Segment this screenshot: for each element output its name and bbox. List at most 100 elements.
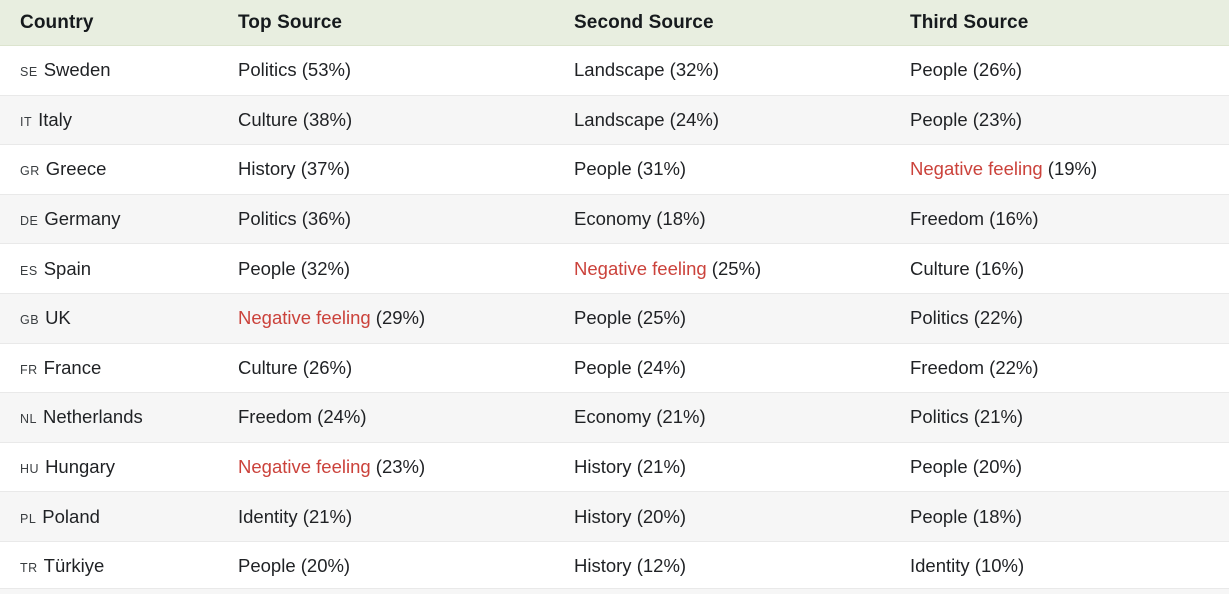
country-name: Italy bbox=[38, 108, 73, 130]
source-percent: (25%) bbox=[631, 307, 687, 329]
third-source-cell: Identity (10%) bbox=[890, 540, 1229, 591]
third-source-cell: People (18%) bbox=[890, 491, 1229, 542]
second-source-cell: History (21%) bbox=[554, 441, 890, 492]
source-percent: (21%) bbox=[968, 406, 1024, 428]
country-code: GR bbox=[20, 164, 40, 179]
second-source-cell: Landscape (24%) bbox=[554, 94, 890, 145]
source-percent: (29%) bbox=[370, 307, 426, 329]
country-code: FR bbox=[20, 362, 38, 377]
country-code: TR bbox=[20, 561, 38, 576]
country-code: HU bbox=[20, 462, 40, 477]
source-percent: (16%) bbox=[984, 208, 1039, 230]
source-percent: (20%) bbox=[631, 505, 687, 527]
header-row: Country Top Source Second Source Third S… bbox=[0, 0, 1229, 46]
country-name: Greece bbox=[45, 158, 107, 180]
source-label: People bbox=[910, 59, 968, 81]
source-label: Culture bbox=[238, 356, 298, 378]
top-source-cell: Culture (26%) bbox=[218, 342, 554, 393]
source-label: People bbox=[574, 158, 632, 180]
second-source-cell: Landscape (32%) bbox=[554, 46, 890, 96]
source-percent: (20%) bbox=[967, 456, 1023, 478]
table-row: GB UK Negative feeling (29%) People (25%) Po… bbox=[0, 292, 1229, 344]
source-label: Culture bbox=[910, 257, 970, 279]
source-label: Politics bbox=[238, 59, 297, 81]
source-percent: (24%) bbox=[664, 108, 720, 130]
source-percent: (22%) bbox=[968, 307, 1024, 329]
source-percent: (23%) bbox=[967, 108, 1023, 130]
third-source-cell: Culture (16%) bbox=[890, 243, 1229, 294]
source-percent: (21%) bbox=[297, 505, 353, 527]
source-percent: (32%) bbox=[295, 257, 351, 279]
top-source-cell: Negative feeling (23%) bbox=[218, 441, 554, 492]
third-source-cell: Freedom (22%) bbox=[890, 342, 1229, 393]
country-name: Sweden bbox=[43, 59, 111, 81]
second-source-cell: People (24%) bbox=[554, 342, 890, 393]
country-code: IT bbox=[20, 114, 33, 129]
top-source-cell: Politics (53%) bbox=[218, 46, 554, 96]
source-label: People bbox=[910, 108, 968, 130]
country-code: GB bbox=[20, 313, 40, 328]
source-label: People bbox=[574, 356, 632, 378]
top-source-cell: Politics (36%) bbox=[218, 193, 554, 244]
table-row: FR France Culture (26%) People (24%) Freedom… bbox=[0, 342, 1229, 393]
col-header-third-source: Third Source bbox=[890, 0, 1229, 46]
top-source-cell: History (37%) bbox=[218, 144, 554, 195]
source-label: People bbox=[238, 555, 296, 577]
country-cell: TR Türkiye bbox=[0, 540, 218, 591]
country-cell: PL Poland bbox=[0, 491, 218, 542]
source-percent: (16%) bbox=[969, 257, 1025, 279]
country-code: ES bbox=[20, 263, 38, 278]
source-percent: (24%) bbox=[312, 406, 367, 428]
table-row: SE Sweden Politics (53%) Landscape (32%) Peo… bbox=[0, 46, 1229, 96]
col-header-top-source: Top Source bbox=[218, 0, 554, 46]
source-percent: (22%) bbox=[984, 356, 1039, 378]
country-cell: GB UK bbox=[0, 292, 218, 344]
top-source-cell: Identity (21%) bbox=[218, 491, 554, 542]
source-label: History bbox=[238, 158, 296, 180]
source-percent: (10%) bbox=[969, 555, 1025, 577]
third-source-cell: Politics (22%) bbox=[890, 292, 1229, 344]
source-percent: (23%) bbox=[370, 456, 426, 478]
source-label: Negative feeling bbox=[574, 257, 707, 279]
col-header-second-source: Second Source bbox=[554, 0, 890, 46]
source-label: History bbox=[574, 456, 632, 478]
table-row: TR Türkiye People (20%) History (12%) Identi… bbox=[0, 540, 1229, 591]
country-cell: NL Netherlands bbox=[0, 392, 218, 443]
source-label: Politics bbox=[910, 406, 969, 428]
country-name: Hungary bbox=[45, 456, 115, 478]
country-cell: HU Hungary bbox=[0, 441, 218, 492]
source-percent: (25%) bbox=[706, 257, 762, 279]
second-source-cell: History (12%) bbox=[554, 540, 890, 591]
source-percent: (37%) bbox=[295, 158, 351, 180]
source-label: Freedom bbox=[238, 406, 313, 428]
source-label: Negative feeling bbox=[910, 158, 1043, 180]
source-label: Economy bbox=[574, 208, 652, 230]
table-row: GR Greece History (37%) People (31%) Negativ… bbox=[0, 144, 1229, 195]
country-name: Germany bbox=[44, 208, 121, 230]
top-source-cell: Negative feeling (29%) bbox=[218, 292, 554, 344]
country-name: France bbox=[43, 356, 102, 378]
source-percent: (21%) bbox=[631, 456, 687, 478]
source-percent: (26%) bbox=[967, 59, 1023, 81]
source-label: Politics bbox=[238, 208, 297, 230]
source-label: Freedom bbox=[910, 208, 985, 230]
top-source-cell: Freedom (24%) bbox=[218, 392, 554, 443]
source-label: Economy bbox=[574, 406, 652, 428]
source-label: Culture bbox=[238, 108, 298, 130]
second-source-cell: Negative feeling (25%) bbox=[554, 243, 890, 294]
table-row: NL Netherlands Freedom (24%) Economy (21%) P… bbox=[0, 392, 1229, 443]
source-label: Identity bbox=[910, 555, 970, 577]
table-row: ES Spain People (32%) Negative feeling (25%… bbox=[0, 243, 1229, 294]
col-header-country: Country bbox=[0, 0, 218, 46]
third-source-cell: Freedom (16%) bbox=[890, 193, 1229, 244]
source-percent: (19%) bbox=[1042, 158, 1098, 180]
table-header: Country Top Source Second Source Third S… bbox=[0, 0, 1229, 46]
source-label: History bbox=[574, 505, 632, 527]
country-code: NL bbox=[20, 412, 37, 427]
country-name: UK bbox=[45, 307, 71, 329]
second-source-cell: People (25%) bbox=[554, 292, 890, 344]
country-code: PL bbox=[20, 511, 37, 526]
partial-next-row-strip bbox=[0, 588, 1229, 594]
country-cell: ES Spain bbox=[0, 243, 218, 294]
